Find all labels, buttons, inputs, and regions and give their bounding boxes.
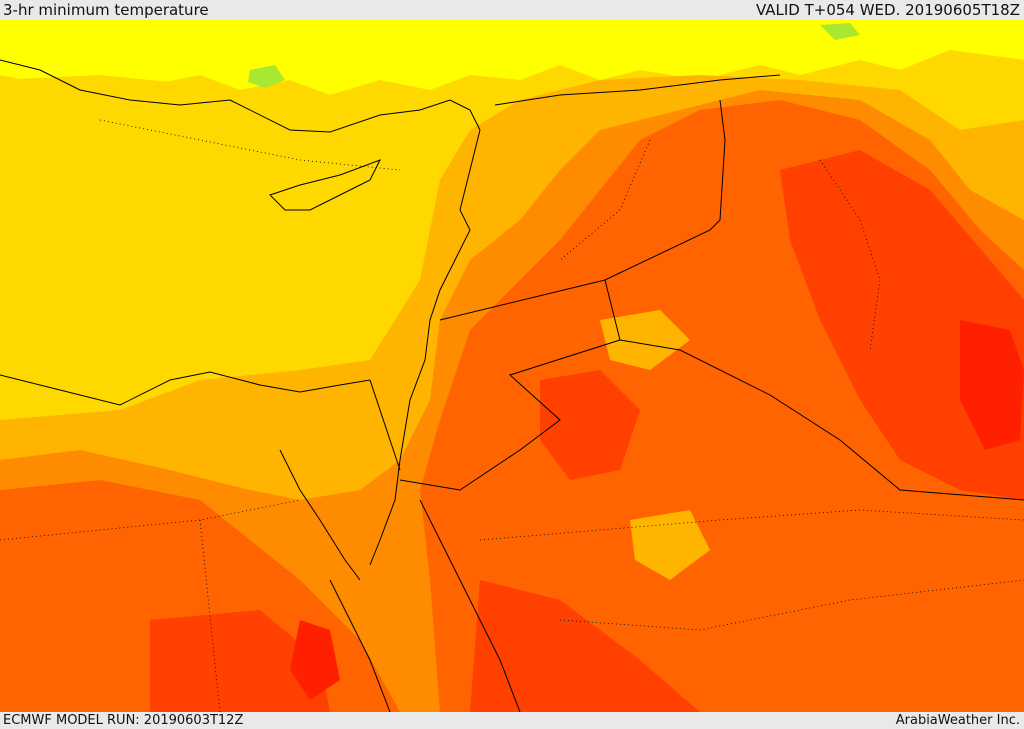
band-cool-green-spot [820,23,860,40]
band-cool-green-spot [248,65,285,88]
band-gold-patch [630,510,710,580]
band-red-orange [780,150,1024,500]
national-borders [369,74,1024,501]
map-header: 3-hr minimum temperature VALID T+054 WED… [0,0,1024,20]
model-run-label: ECMWF MODEL RUN: 20190603T12Z [3,713,244,728]
band-red-orange [470,580,700,712]
band-red-orange [540,370,640,480]
temperature-map[interactable] [0,20,1024,712]
credit-label: ArabiaWeather Inc. [895,713,1020,728]
valid-time-label: VALID T+054 WED. 20190605T18Z [755,1,1020,19]
band-red [290,620,340,700]
province-boundaries [0,119,1024,712]
coastlines [0,59,521,712]
band-red-orange [150,610,330,712]
band-gold-patch [600,310,690,370]
sea-yellow [0,75,440,390]
map-title: 3-hr minimum temperature [3,1,209,19]
map-footer: ECMWF MODEL RUN: 20190603T12Z ArabiaWeat… [0,712,1024,729]
band-red [960,320,1024,450]
